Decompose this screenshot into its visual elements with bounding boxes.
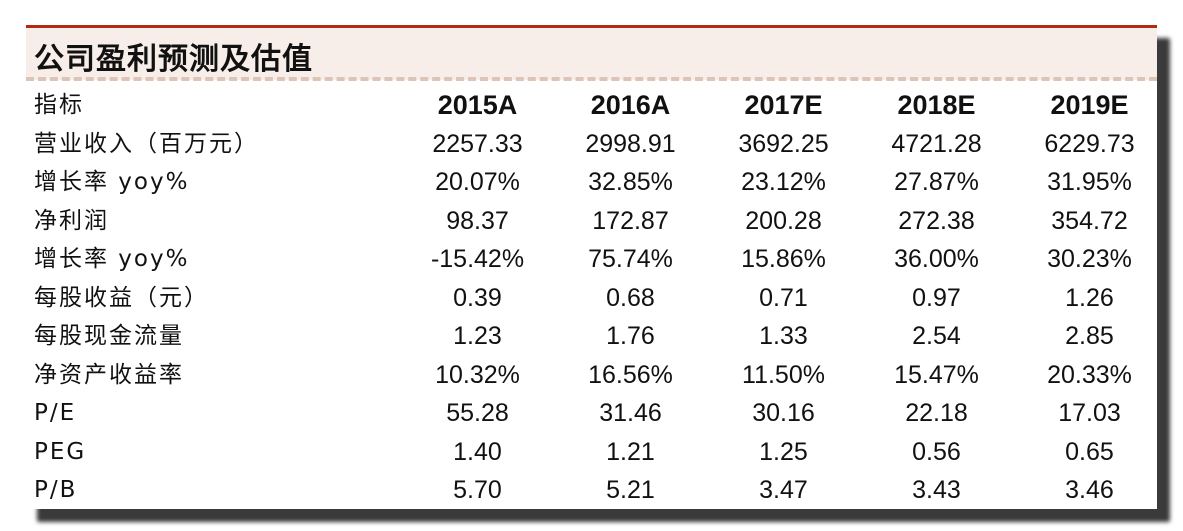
table-cell: 272.38 [898,206,975,235]
table-cell: 75.74% [588,245,673,273]
table-row: P/B 5.70 5.21 3.47 3.43 3.46 [26,471,1157,509]
table-row: 每股现金流量 1.23 1.76 1.33 2.54 2.85 [26,317,1157,356]
row-label: 净资产收益率 [34,361,184,388]
table-cell: 3.47 [759,476,808,504]
table-cell: 3692.25 [738,129,829,158]
table-cell: 11.50% [742,360,825,389]
title-divider [26,77,1157,81]
table-cell: 15.86% [741,245,826,273]
table-cell: 22.18 [905,399,968,427]
table-cell: 30.16 [752,399,815,427]
table-cell: 10.32% [435,360,520,389]
table-cell: 200.28 [745,206,822,235]
table-cell: 3.43 [912,476,961,504]
row-label: 每股现金流量 [34,323,184,349]
table-row: 增长率 yoy% -15.42% 75.74% 15.86% 36.00% 30… [26,240,1157,279]
table-cell: 354.72 [1051,206,1128,235]
table-cell: 36.00% [894,245,979,273]
table-cell: 30.23% [1047,245,1132,273]
row-label: 增长率 yoy% [34,246,190,272]
header-year: 2017E [744,90,823,120]
table-cell: 1.33 [759,322,808,350]
table-cell: 1.25 [759,437,808,466]
table-cell: 0.97 [912,283,961,312]
table-cell: 5.21 [606,476,655,504]
table-cell: 1.26 [1065,283,1114,312]
row-label: PEG [34,438,87,465]
table-row: 营业收入（百万元） 2257.33 2998.91 3692.25 4721.2… [26,125,1157,164]
table-row: 每股收益（元） 0.39 0.68 0.71 0.97 1.26 [26,279,1157,318]
table-cell: 27.87% [894,168,979,196]
table-row: 增长率 yoy% 20.07% 32.85% 23.12% 27.87% 31.… [26,163,1157,202]
table-cell: 1.40 [453,437,502,466]
row-label: 净利润 [34,207,109,234]
table-cell: 2.85 [1065,322,1114,350]
table-cell: 16.56% [588,360,673,389]
header-year: 2019E [1050,90,1129,120]
title-bar: 公司盈利预测及估值 [26,28,1157,81]
row-label: P/B [34,477,78,503]
table-cell: 20.33% [1047,360,1132,389]
table-cell: 0.71 [759,283,808,312]
table-cell: 31.46 [599,399,662,427]
table-cell: 2998.91 [585,129,676,158]
table-header-row: 指标 2015A 2016A 2017E 2018E 2019E [26,86,1157,125]
table-cell: 0.68 [606,283,655,312]
row-label: 营业收入（百万元） [34,130,259,157]
table-cell: 55.28 [446,399,509,427]
table-row: PEG 1.40 1.21 1.25 0.56 0.65 [26,433,1157,472]
card-title: 公司盈利预测及估值 [34,42,313,77]
table-cell: 23.12% [741,168,826,196]
table-cell: 1.21 [606,437,655,466]
header-year: 2018E [897,90,976,120]
table-row: 净利润 98.37 172.87 200.28 272.38 354.72 [26,202,1157,241]
table-cell: 2257.33 [432,129,523,158]
row-label: 增长率 yoy% [34,169,190,195]
table-cell: 6229.73 [1044,129,1135,158]
header-label: 指标 [34,92,84,118]
table-cell: 17.03 [1058,399,1121,427]
forecast-table: 指标 2015A 2016A 2017E 2018E 2019E 营业收入（百万… [26,86,1157,509]
table-cell: 1.23 [453,322,502,350]
table-cell: 1.76 [606,322,655,350]
table-cell: -15.42% [430,245,525,273]
header-year: 2015A [437,90,518,120]
table-row: P/E 55.28 31.46 30.16 22.18 17.03 [26,394,1157,433]
table-cell: 15.47% [894,360,979,389]
table-cell: 0.65 [1065,437,1114,466]
table-cell: 5.70 [453,476,502,504]
table-row: 净资产收益率 10.32% 16.56% 11.50% 15.47% 20.33… [26,356,1157,395]
row-label: P/E [34,400,77,426]
table-cell: 32.85% [588,168,673,196]
table-cell: 31.95% [1047,168,1132,196]
header-year: 2016A [590,90,671,120]
table-cell: 172.87 [592,206,669,235]
table-cell: 4721.28 [891,129,982,158]
table-cell: 2.54 [912,322,961,350]
table-cell: 0.56 [912,437,961,466]
table-cell: 0.39 [453,283,502,312]
table-cell: 20.07% [435,168,520,196]
forecast-card: 公司盈利预测及估值 指标 2015A 2016A 2017E 2018E 2 [26,25,1157,509]
table-cell: 98.37 [446,206,509,235]
table-cell: 3.46 [1065,476,1114,504]
row-label: 每股收益（元） [34,284,209,311]
